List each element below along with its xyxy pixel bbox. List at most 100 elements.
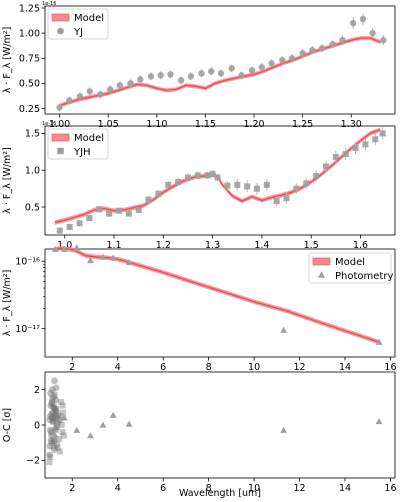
y-axis-label: λ · F_λ [W/m²] bbox=[2, 27, 13, 94]
yjh-data-point bbox=[379, 130, 386, 137]
residual-yjh-point bbox=[58, 422, 65, 428]
yjh-data-point bbox=[194, 172, 201, 179]
x-tick-label: 1.0 bbox=[57, 240, 72, 251]
yjh-data-point bbox=[184, 174, 191, 181]
x-tick-label: 4 bbox=[115, 362, 121, 373]
residual-yjh-point bbox=[54, 411, 61, 418]
residual-yj-point bbox=[52, 412, 60, 420]
residual-yjh-point bbox=[58, 399, 65, 406]
legend-model-swatch bbox=[51, 133, 70, 142]
residual-yjh-point bbox=[56, 436, 63, 443]
y-tick-label: 10⁻¹⁷ bbox=[15, 324, 40, 335]
residual-yjh-point bbox=[52, 414, 58, 421]
axis-offset-label: 1e-16 bbox=[42, 121, 56, 127]
yj-data-point bbox=[147, 73, 155, 80]
x-tick-label: 1.4 bbox=[254, 240, 269, 251]
residual-yj-point bbox=[52, 384, 60, 392]
yj-data-point bbox=[116, 82, 124, 89]
y-tick-label: 1.0 bbox=[25, 165, 40, 176]
y-axis-label: O-C [σ] bbox=[2, 408, 13, 442]
y-axis-label: λ · F_λ [W/m²] bbox=[2, 270, 13, 337]
yj-data-point bbox=[369, 29, 376, 37]
x-tick-label: 1.10 bbox=[146, 119, 167, 130]
axis-offset-label: 1e-16 bbox=[42, 1, 56, 7]
residual-yj-point bbox=[47, 389, 55, 397]
x-tick-label: 1.30 bbox=[341, 119, 362, 130]
yj-data-point bbox=[248, 67, 256, 74]
residual-yjh-point bbox=[57, 416, 64, 423]
yj-data-point bbox=[380, 36, 387, 44]
legend-model-swatch bbox=[51, 13, 70, 22]
yjh-data-point bbox=[66, 223, 73, 230]
residual-yj-point bbox=[46, 416, 54, 424]
yjh-data-point bbox=[234, 181, 241, 188]
yj-data-point bbox=[106, 86, 114, 93]
yj-data-point bbox=[97, 91, 104, 98]
residual-yjh-point bbox=[46, 459, 53, 466]
x-tick-label: 1.25 bbox=[292, 119, 313, 130]
residual-yj-point bbox=[51, 405, 59, 413]
residual-yjh-point bbox=[53, 406, 60, 413]
residual-yjh-point bbox=[52, 427, 59, 434]
yjh-data-point bbox=[372, 136, 379, 143]
x-tick-label: 8 bbox=[206, 362, 212, 373]
panel-yj-spectrum: 1.00 1.05 1.10 1.15 1.20 1.25 1.30 0.25 0.50 0.75… bbox=[2, 1, 396, 130]
yj-data-point bbox=[268, 60, 275, 67]
residual-yj-point bbox=[48, 400, 56, 408]
yj-data-point bbox=[187, 73, 195, 80]
y-tick-label: 0.50 bbox=[19, 79, 40, 90]
x-tick-label: 1.6 bbox=[353, 240, 368, 251]
residual-yj-point bbox=[49, 409, 57, 417]
residual-photometry-point bbox=[109, 411, 117, 418]
yj-data-point bbox=[349, 19, 357, 27]
residual-yj-point bbox=[47, 428, 55, 436]
legend-model-label: Model bbox=[74, 133, 104, 144]
x-tick-label: 10 bbox=[248, 483, 260, 494]
residual-yj-point bbox=[52, 407, 60, 415]
yj-data-point bbox=[217, 70, 225, 77]
y-tick-label: 0.5 bbox=[25, 202, 40, 213]
x-tick-label: 2 bbox=[69, 483, 75, 494]
yjh-data-point bbox=[322, 163, 329, 170]
y-tick-label: 1.5 bbox=[25, 129, 40, 140]
yj-data-point bbox=[167, 71, 174, 78]
x-tick-label: 1.00 bbox=[49, 119, 70, 130]
legend-data-marker bbox=[57, 27, 64, 35]
x-tick-label: 12 bbox=[293, 362, 305, 373]
yj-data-point bbox=[309, 47, 316, 54]
yjh-data-point bbox=[283, 195, 290, 202]
photometry-point bbox=[99, 253, 107, 260]
x-tick-label: 1.05 bbox=[98, 119, 119, 130]
residual-yjh-point bbox=[50, 443, 57, 450]
yj-data-point bbox=[127, 80, 134, 87]
residual-yj-point bbox=[46, 426, 54, 434]
yjh-data-point bbox=[253, 185, 260, 192]
yjh-data-point bbox=[56, 227, 63, 234]
photometry-point bbox=[109, 254, 117, 261]
residual-photometry-point bbox=[60, 414, 68, 421]
residual-yjh-point bbox=[51, 391, 58, 398]
residual-yjh-point bbox=[60, 432, 67, 439]
yjh-data-point bbox=[145, 196, 152, 203]
y-tick-label: 0.75 bbox=[19, 54, 40, 65]
residual-yjh-point bbox=[47, 437, 54, 444]
residual-yj-point bbox=[52, 396, 60, 404]
residual-photometry-point bbox=[73, 426, 81, 433]
x-tick-label: 1.2 bbox=[156, 240, 171, 251]
residual-yjh-point bbox=[57, 413, 64, 420]
panel-yjh-spectrum: 1.0 1.1 1.2 1.3 1.4 1.5 1.6 0.5 1.0 1.5 λ · F_λ [W… bbox=[2, 121, 396, 251]
yj-data-point bbox=[198, 70, 205, 77]
plot-frame bbox=[44, 248, 396, 358]
residual-yj-point bbox=[50, 393, 58, 401]
residual-yjh-point bbox=[54, 423, 61, 430]
yjh-data-point bbox=[165, 181, 172, 188]
residual-yj-point bbox=[50, 437, 58, 445]
yjh-data-point bbox=[332, 153, 339, 160]
yjh-data-point bbox=[106, 210, 113, 217]
yj-data-point bbox=[238, 72, 245, 79]
x-tick-label: 4 bbox=[115, 483, 121, 494]
yjh-data-point bbox=[244, 183, 251, 190]
yjh-data-point bbox=[362, 141, 369, 148]
yj-data-point bbox=[359, 15, 367, 23]
